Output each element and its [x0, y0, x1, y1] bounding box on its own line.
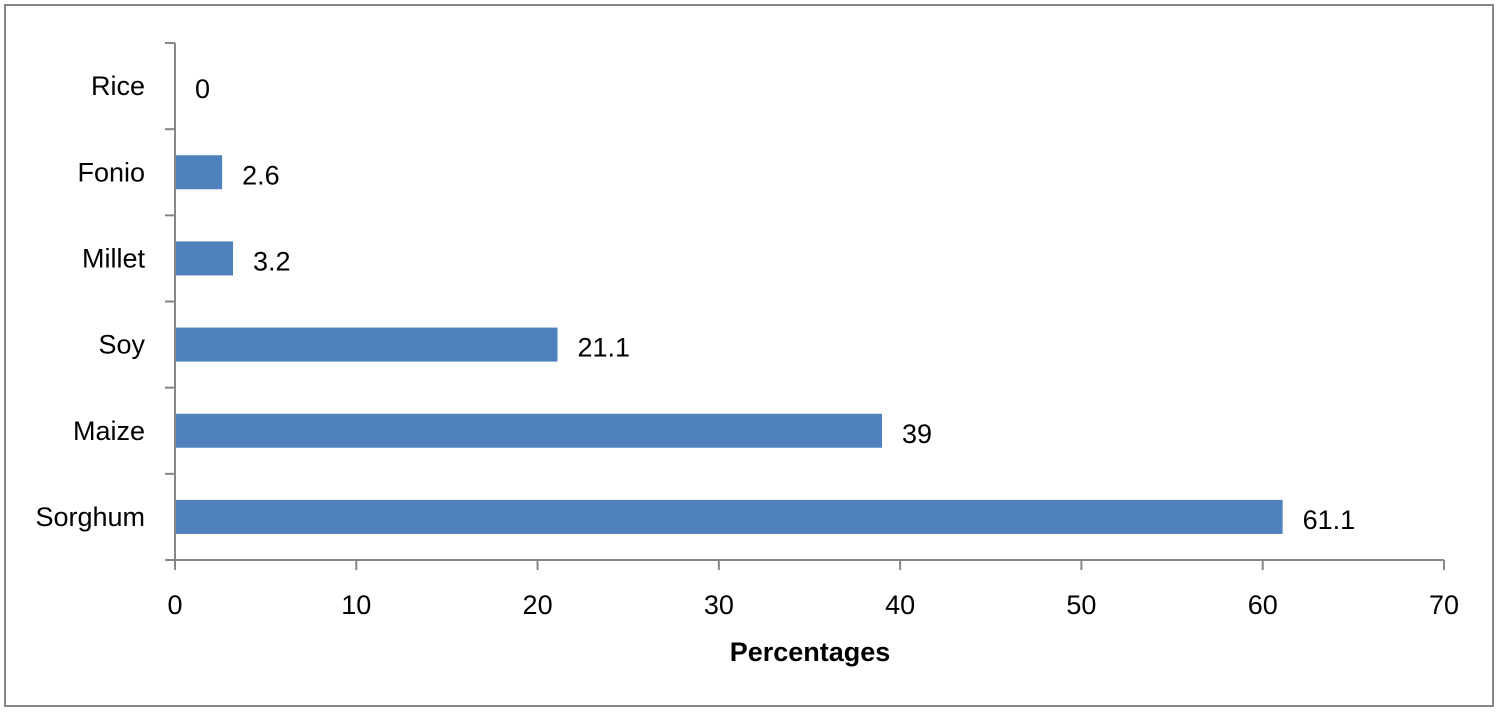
category-label-rice: Rice: [91, 71, 145, 101]
x-tick-label: 60: [1248, 590, 1278, 620]
labels-layer: 0 10 20 30 40 50 60 70 Sorghum 61.1 Maize 39 Soy 21.1…: [35, 71, 1459, 620]
category-label-maize: Maize: [73, 416, 145, 446]
data-label-millet: 3.2: [253, 246, 291, 276]
category-label-soy: Soy: [98, 330, 145, 360]
data-label-maize: 39: [902, 419, 932, 449]
category-label-fonio: Fonio: [77, 157, 145, 187]
x-tick-label: 20: [523, 590, 553, 620]
x-tick-label: 30: [704, 590, 734, 620]
bar-fonio: [175, 155, 223, 190]
bar-millet: [175, 241, 234, 276]
x-tick-label: 70: [1429, 590, 1459, 620]
category-label-millet: Millet: [82, 243, 146, 273]
data-label-fonio: 2.6: [242, 160, 280, 190]
data-label-soy: 21.1: [578, 333, 631, 363]
data-label-sorghum: 61.1: [1303, 505, 1356, 535]
bar-maize: [175, 413, 883, 448]
data-label-rice: 0: [195, 74, 210, 104]
category-label-sorghum: Sorghum: [35, 502, 145, 532]
x-axis-title: Percentages: [730, 637, 891, 667]
x-tick-label: 40: [885, 590, 915, 620]
axes-layer: [165, 42, 1445, 570]
bars-layer: [175, 155, 1283, 534]
bar-sorghum: [175, 499, 1283, 534]
bar-soy: [175, 327, 558, 362]
x-tick-label: 0: [167, 590, 182, 620]
x-tick-label: 10: [341, 590, 371, 620]
x-tick-label: 50: [1066, 590, 1096, 620]
